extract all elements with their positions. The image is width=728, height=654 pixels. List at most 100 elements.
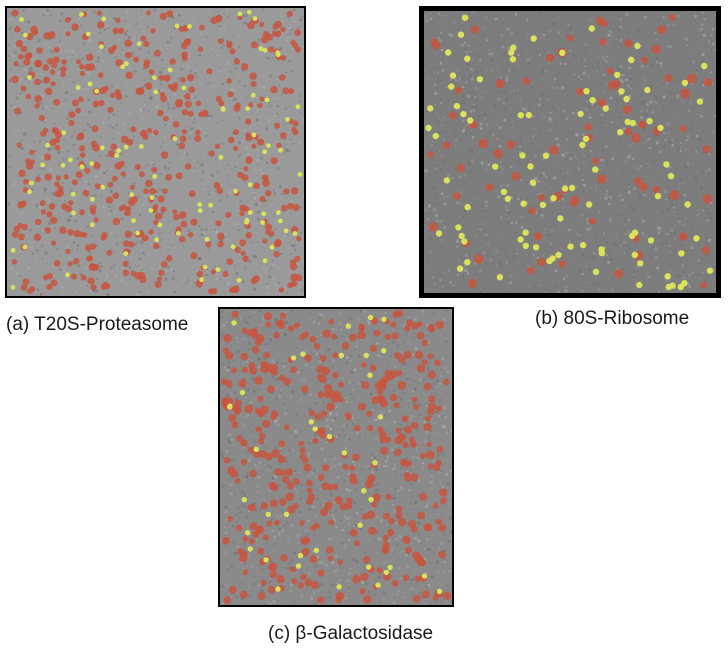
particle-marker-red bbox=[265, 223, 273, 231]
particle-marker-red bbox=[273, 519, 280, 526]
particle-marker-red bbox=[384, 436, 392, 443]
particle-marker-red bbox=[443, 378, 450, 386]
particle-marker-red bbox=[233, 129, 240, 135]
particle-marker-red bbox=[278, 287, 285, 293]
particle-marker-red bbox=[157, 109, 164, 117]
particle-marker-red bbox=[227, 466, 236, 475]
particle-marker-yellow bbox=[425, 124, 432, 132]
particle-marker-red bbox=[443, 591, 452, 600]
particle-marker-red bbox=[599, 38, 607, 46]
particle-marker-red bbox=[404, 425, 412, 434]
particle-marker-red bbox=[263, 312, 273, 321]
particle-marker-yellow bbox=[366, 564, 372, 570]
particle-marker-red bbox=[269, 570, 278, 579]
particle-marker-red bbox=[306, 498, 313, 505]
particle-marker-red bbox=[241, 63, 249, 71]
particle-marker-red bbox=[242, 535, 249, 542]
particle-marker-red bbox=[93, 217, 99, 223]
particle-marker-red bbox=[304, 354, 312, 362]
particle-marker-red bbox=[29, 149, 35, 156]
particle-marker-red bbox=[110, 143, 118, 151]
particle-marker-red bbox=[188, 190, 196, 198]
particle-marker-yellow bbox=[592, 268, 600, 275]
particle-marker-red bbox=[433, 464, 441, 471]
particle-marker-red bbox=[187, 110, 194, 117]
particle-marker-red bbox=[21, 223, 28, 231]
particle-marker-red bbox=[40, 209, 47, 215]
particle-marker-red bbox=[421, 339, 428, 346]
particle-marker-red bbox=[360, 572, 369, 582]
particle-marker-red bbox=[384, 369, 393, 378]
particle-marker-red bbox=[133, 56, 140, 63]
particle-marker-yellow bbox=[684, 201, 691, 208]
particle-marker-red bbox=[122, 269, 130, 277]
particle-marker-red bbox=[374, 382, 383, 390]
particle-marker-red bbox=[180, 220, 188, 228]
particle-marker-red bbox=[44, 173, 52, 181]
particle-marker-red bbox=[471, 25, 480, 34]
particle-marker-red bbox=[215, 220, 222, 227]
particle-marker-red bbox=[210, 269, 216, 275]
particle-marker-red bbox=[366, 410, 373, 417]
particle-marker-yellow bbox=[283, 511, 290, 517]
particle-marker-yellow bbox=[308, 419, 314, 425]
particle-marker-red bbox=[260, 364, 269, 374]
particle-marker-yellow bbox=[583, 88, 590, 95]
particle-marker-red bbox=[78, 96, 84, 103]
particle-marker-red bbox=[123, 240, 130, 247]
particle-marker-red bbox=[223, 457, 230, 464]
particle-marker-red bbox=[369, 364, 377, 372]
particle-marker-red bbox=[522, 77, 531, 85]
particle-marker-yellow bbox=[456, 265, 464, 272]
particle-marker-red bbox=[327, 555, 334, 562]
particle-marker-yellow bbox=[94, 88, 99, 94]
particle-marker-red bbox=[158, 74, 165, 81]
particle-marker-red bbox=[493, 148, 503, 159]
particle-marker-red bbox=[143, 62, 150, 69]
particle-marker-yellow bbox=[295, 104, 301, 110]
particle-marker-red bbox=[34, 78, 41, 86]
particle-marker-red bbox=[546, 53, 555, 62]
particle-marker-red bbox=[51, 240, 57, 246]
particle-marker-red bbox=[402, 574, 410, 582]
particle-marker-red bbox=[358, 324, 365, 332]
particle-marker-red bbox=[270, 483, 279, 492]
particle-marker-red bbox=[249, 503, 256, 510]
particle-marker-yellow bbox=[372, 460, 378, 466]
particle-marker-yellow bbox=[345, 323, 351, 329]
particle-marker-red bbox=[257, 395, 264, 402]
particle-marker-red bbox=[427, 402, 437, 411]
particle-marker-yellow bbox=[187, 24, 192, 29]
particle-marker-yellow bbox=[87, 81, 93, 87]
particle-marker-yellow bbox=[508, 49, 515, 56]
particle-marker-yellow bbox=[464, 55, 471, 62]
particle-marker-yellow bbox=[65, 272, 70, 278]
particle-marker-red bbox=[426, 441, 433, 448]
particle-marker-red bbox=[130, 126, 137, 133]
particle-marker-yellow bbox=[522, 242, 529, 249]
particle-marker-red bbox=[299, 453, 306, 460]
particle-marker-yellow bbox=[227, 404, 233, 410]
particle-marker-red bbox=[686, 73, 697, 84]
particle-marker-red bbox=[528, 206, 537, 215]
particle-marker-red bbox=[294, 29, 301, 37]
particle-marker-red bbox=[679, 232, 688, 241]
particle-marker-red bbox=[188, 86, 196, 93]
particle-marker-red bbox=[360, 361, 367, 368]
particle-marker-red bbox=[237, 14, 243, 21]
particle-marker-red bbox=[172, 121, 180, 128]
particle-marker-red bbox=[310, 581, 319, 590]
particle-marker-yellow bbox=[517, 236, 524, 243]
particle-marker-yellow bbox=[283, 228, 289, 234]
particle-marker-red bbox=[428, 222, 438, 232]
particle-marker-red bbox=[111, 44, 118, 50]
particle-marker-red bbox=[292, 478, 300, 485]
particle-marker-red bbox=[300, 573, 307, 581]
particle-marker-red bbox=[248, 538, 255, 545]
particle-marker-red bbox=[253, 449, 261, 458]
particle-marker-red bbox=[402, 441, 409, 448]
particle-marker-yellow bbox=[549, 255, 556, 262]
particle-marker-yellow bbox=[100, 184, 106, 190]
particle-markers-red bbox=[220, 309, 452, 605]
particle-marker-red bbox=[427, 370, 436, 379]
